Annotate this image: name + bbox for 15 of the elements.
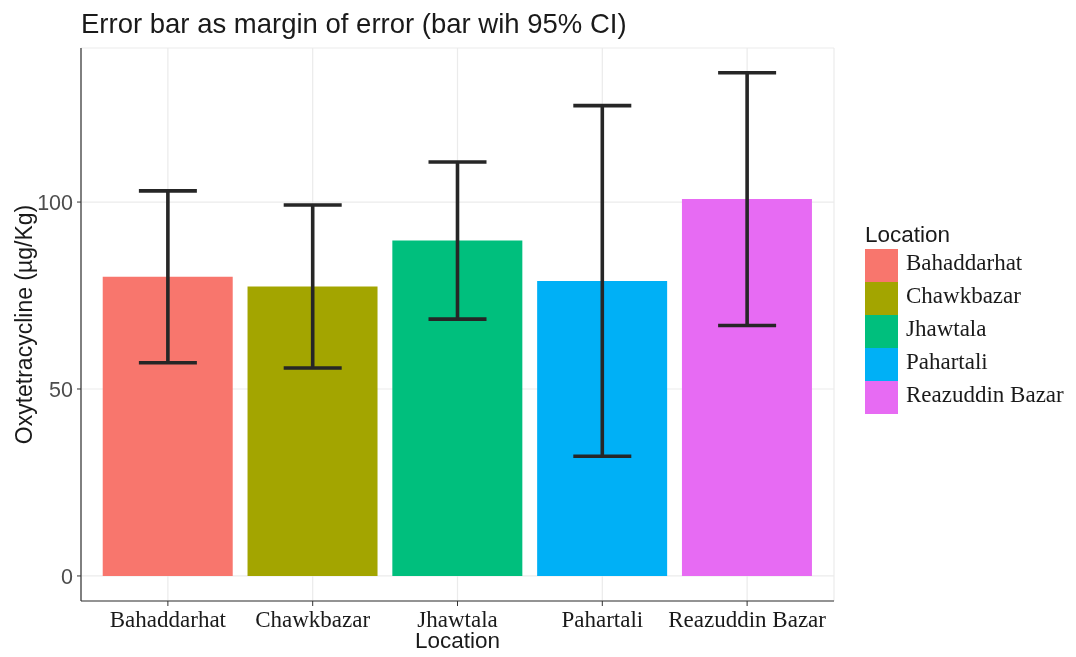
legend-title: Location xyxy=(865,221,952,249)
y-tick-label: 50 xyxy=(49,377,74,402)
x-tick-label: Bahaddarhat xyxy=(109,607,227,633)
legend-label: Reazuddin Bazar xyxy=(906,381,1064,407)
y-tick-label: 0 xyxy=(61,564,74,589)
x-tick-label: Chawkbazar xyxy=(255,607,371,633)
y-tick-label: 100 xyxy=(37,190,74,215)
legend-label: Pahartali xyxy=(906,348,988,374)
legend-label: Chawkbazar xyxy=(906,282,1021,308)
y-axis-title: Oxytetracycline (µg/Kg) xyxy=(11,204,37,445)
legend-label: Bahaddarhat xyxy=(906,249,1023,275)
chart-title: Error bar as margin of error (bar wih 95% CI) xyxy=(81,8,627,39)
x-tick-label: Reazuddin Bazar xyxy=(668,607,827,633)
x-tick-label: Pahartali xyxy=(561,607,644,633)
legend-label: Jhawtala xyxy=(906,315,987,341)
